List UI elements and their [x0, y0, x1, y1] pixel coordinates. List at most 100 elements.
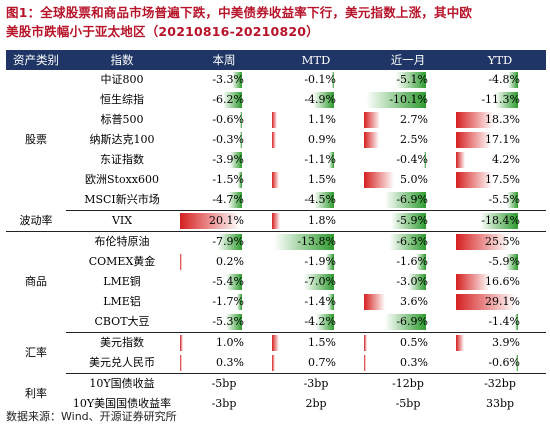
- positive-bar: [456, 132, 491, 148]
- value-text: -3bp: [303, 377, 329, 390]
- value-text: -5.9%: [396, 214, 428, 227]
- value-cell: -0.4%: [362, 150, 454, 170]
- negative-bar: [424, 152, 426, 168]
- negative-bar: [240, 132, 242, 148]
- positive-bar: [456, 234, 509, 250]
- negative-bar: [507, 192, 518, 208]
- value-text: -4.2%: [304, 315, 336, 328]
- value-cell: 0.5%: [362, 333, 454, 354]
- value-cell: 17.5%: [454, 170, 546, 190]
- index-name-cell: 纳斯达克100: [89, 133, 155, 146]
- value-cell: 3.9%: [454, 333, 546, 354]
- value-cell: 1.0%: [178, 333, 270, 354]
- value-cell: -0.6%: [178, 110, 270, 130]
- value-cell: -5bp: [178, 374, 270, 395]
- positive-bar: [456, 112, 494, 128]
- value-cell: -12bp: [362, 374, 454, 395]
- value-text: -1.5%: [212, 173, 244, 186]
- value-text: -32bp: [484, 377, 516, 390]
- value-text: -0.6%: [488, 356, 520, 369]
- value-text: -12bp: [392, 377, 424, 390]
- value-cell: 0.9%: [270, 130, 362, 150]
- title-line-1: 图1：全球股票和商品市场普遍下跌，中美债券收益率下行，美元指数上涨，其中欧: [6, 5, 473, 20]
- value-text: -5.3%: [212, 315, 244, 328]
- value-cell: -18.4%: [454, 210, 546, 232]
- table-row: 纳斯达克100 -0.3% 0.9% 2.5% 17.1%: [6, 130, 546, 150]
- negative-bar: [232, 72, 242, 88]
- value-text: -7.9%: [212, 235, 244, 248]
- value-cell: -1.7%: [178, 292, 270, 312]
- value-cell: -5.9%: [362, 210, 454, 232]
- value-cell: -6.9%: [362, 312, 454, 333]
- header-mtd: MTD: [270, 50, 362, 70]
- table-row: 利率 10Y国债收益 -5bp -3bp -12bp -32bp: [6, 374, 546, 400]
- value-cell: 2bp: [270, 394, 362, 414]
- positive-bar: [364, 112, 380, 128]
- value-text: 2bp: [305, 397, 327, 410]
- value-text: -18.4%: [481, 214, 520, 227]
- table-row: 标普500 -0.6% 1.1% 2.7% 18.3%: [6, 110, 546, 130]
- value-text: -4.5%: [304, 193, 336, 206]
- value-cell: -32bp: [454, 374, 546, 395]
- value-text: -3bp: [211, 397, 237, 410]
- value-text: 1.5%: [308, 173, 336, 186]
- value-text: -0.1%: [304, 73, 336, 86]
- value-text: -3.0%: [396, 275, 428, 288]
- positive-bar: [364, 132, 379, 148]
- positive-bar: [272, 355, 275, 371]
- value-cell: -1.1%: [270, 150, 362, 170]
- positive-bar: [180, 213, 240, 229]
- positive-bar: [456, 335, 464, 351]
- value-cell: 2.5%: [362, 130, 454, 150]
- index-name-cell: 布伦特原油: [94, 235, 150, 248]
- asset-performance-table: 资产类别 指数 本周 MTD 近一月 YTD 股票 中证800 -3.3% -0.1%…: [6, 50, 546, 414]
- value-text: -5.1%: [396, 73, 428, 86]
- value-cell: -5.9%: [454, 252, 546, 272]
- value-text: 2.7%: [400, 113, 428, 126]
- table-row: 美元兑人民币 0.3% 0.7% 0.3% -0.6%: [6, 353, 546, 374]
- value-text: 17.1%: [485, 133, 520, 146]
- index-name-cell: 10Y国债收益: [89, 377, 155, 390]
- header-month: 近一月: [362, 50, 454, 70]
- value-cell: -3.3%: [178, 70, 270, 90]
- negative-bar: [218, 234, 242, 250]
- positive-bar: [272, 213, 280, 229]
- value-text: -10.1%: [389, 93, 428, 106]
- value-cell: -0.6%: [454, 353, 546, 374]
- negative-bar: [274, 234, 334, 250]
- value-cell: -6.3%: [362, 232, 454, 253]
- negative-bar: [237, 294, 242, 310]
- table-row: 10Y美国国债收益率 -3bp 2bp -5bp 33bp: [6, 394, 546, 414]
- index-name-cell: 10Y美国国债收益率: [72, 397, 172, 410]
- value-text: -1.6%: [396, 255, 428, 268]
- table-row: 商品 布伦特原油 -7.9% -13.8% -6.3% 25.5%: [6, 232, 546, 288]
- value-cell: 2.7%: [362, 110, 454, 130]
- positive-bar: [272, 172, 279, 188]
- negative-bar: [515, 314, 518, 330]
- value-text: -6.9%: [396, 193, 428, 206]
- value-cell: -5.3%: [178, 312, 270, 333]
- value-cell: 0.3%: [362, 353, 454, 374]
- negative-bar: [228, 192, 242, 208]
- value-cell: 5.0%: [362, 170, 454, 190]
- negative-bar: [366, 92, 426, 108]
- table-row: 汇率 美元指数 1.0% 1.5% 0.5% 3.9%: [6, 333, 546, 359]
- value-text: 18.3%: [485, 113, 520, 126]
- header-asset-class: 资产类别: [6, 50, 66, 70]
- value-cell: -0.1%: [270, 70, 362, 90]
- negative-bar: [328, 294, 334, 310]
- value-cell: 20.1%: [178, 210, 270, 232]
- negative-bar: [230, 152, 242, 168]
- value-cell: -5bp: [362, 394, 454, 414]
- negative-bar: [329, 152, 334, 168]
- value-text: 16.6%: [485, 275, 520, 288]
- value-text: -5bp: [395, 397, 421, 410]
- value-cell: -4.7%: [178, 190, 270, 211]
- table-header-row: 资产类别 指数 本周 MTD 近一月 YTD: [6, 50, 546, 70]
- table-row: CBOT大豆 -5.3% -4.2% -6.9% -1.4%: [6, 312, 546, 333]
- negative-bar: [495, 92, 518, 108]
- positive-bar: [272, 132, 276, 148]
- value-cell: -3.9%: [178, 150, 270, 170]
- negative-bar: [223, 92, 242, 108]
- value-text: -1.1%: [304, 153, 336, 166]
